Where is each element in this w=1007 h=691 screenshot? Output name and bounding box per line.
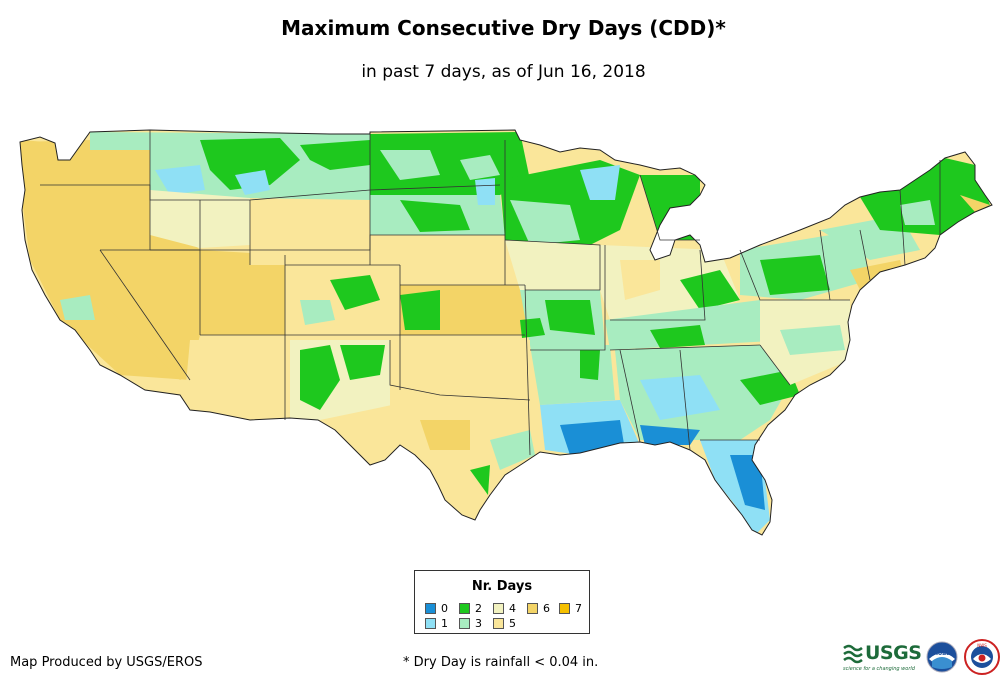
legend-swatch [459, 618, 470, 629]
legend-swatch [527, 603, 538, 614]
legend-swatch [493, 603, 504, 614]
svg-text:NWS: NWS [977, 643, 987, 648]
legend-item-1: 1 [425, 618, 448, 630]
us-dry-days-map [19, 129, 993, 536]
legend-item-7: 7 [559, 603, 582, 615]
map-legend: Nr. Days 0 1 2 3 4 5 6 7 [414, 570, 590, 634]
usgs-logo-icon [843, 644, 863, 664]
legend-item-2: 2 [459, 603, 482, 615]
legend-swatch [425, 618, 436, 629]
map-credit: Map Produced by USGS/EROS [10, 655, 203, 670]
legend-swatch [459, 603, 470, 614]
svg-text:noaa: noaa [934, 650, 951, 657]
legend-swatch [559, 603, 570, 614]
usgs-logo-text: USGS [865, 642, 922, 664]
nws-logo-icon: NWS [964, 639, 1000, 675]
legend-item-4: 4 [493, 603, 516, 615]
usgs-tagline: science for a changing world [843, 666, 915, 672]
legend-swatch [493, 618, 504, 629]
legend-item-6: 6 [527, 603, 550, 615]
agency-logos: USGS science for a changing world noaa N… [843, 638, 1003, 676]
legend-title: Nr. Days [471, 579, 533, 594]
dry-day-footnote: * Dry Day is rainfall < 0.04 in. [403, 655, 599, 670]
map-title: Maximum Consecutive Dry Days (CDD)* [281, 16, 726, 40]
map-subtitle: in past 7 days, as of Jun 16, 2018 [361, 62, 646, 82]
legend-swatch [425, 603, 436, 614]
legend-item-0: 0 [425, 603, 448, 615]
noaa-logo-icon: noaa [926, 641, 958, 673]
legend-item-5: 5 [493, 618, 516, 630]
legend-item-3: 3 [459, 618, 482, 630]
